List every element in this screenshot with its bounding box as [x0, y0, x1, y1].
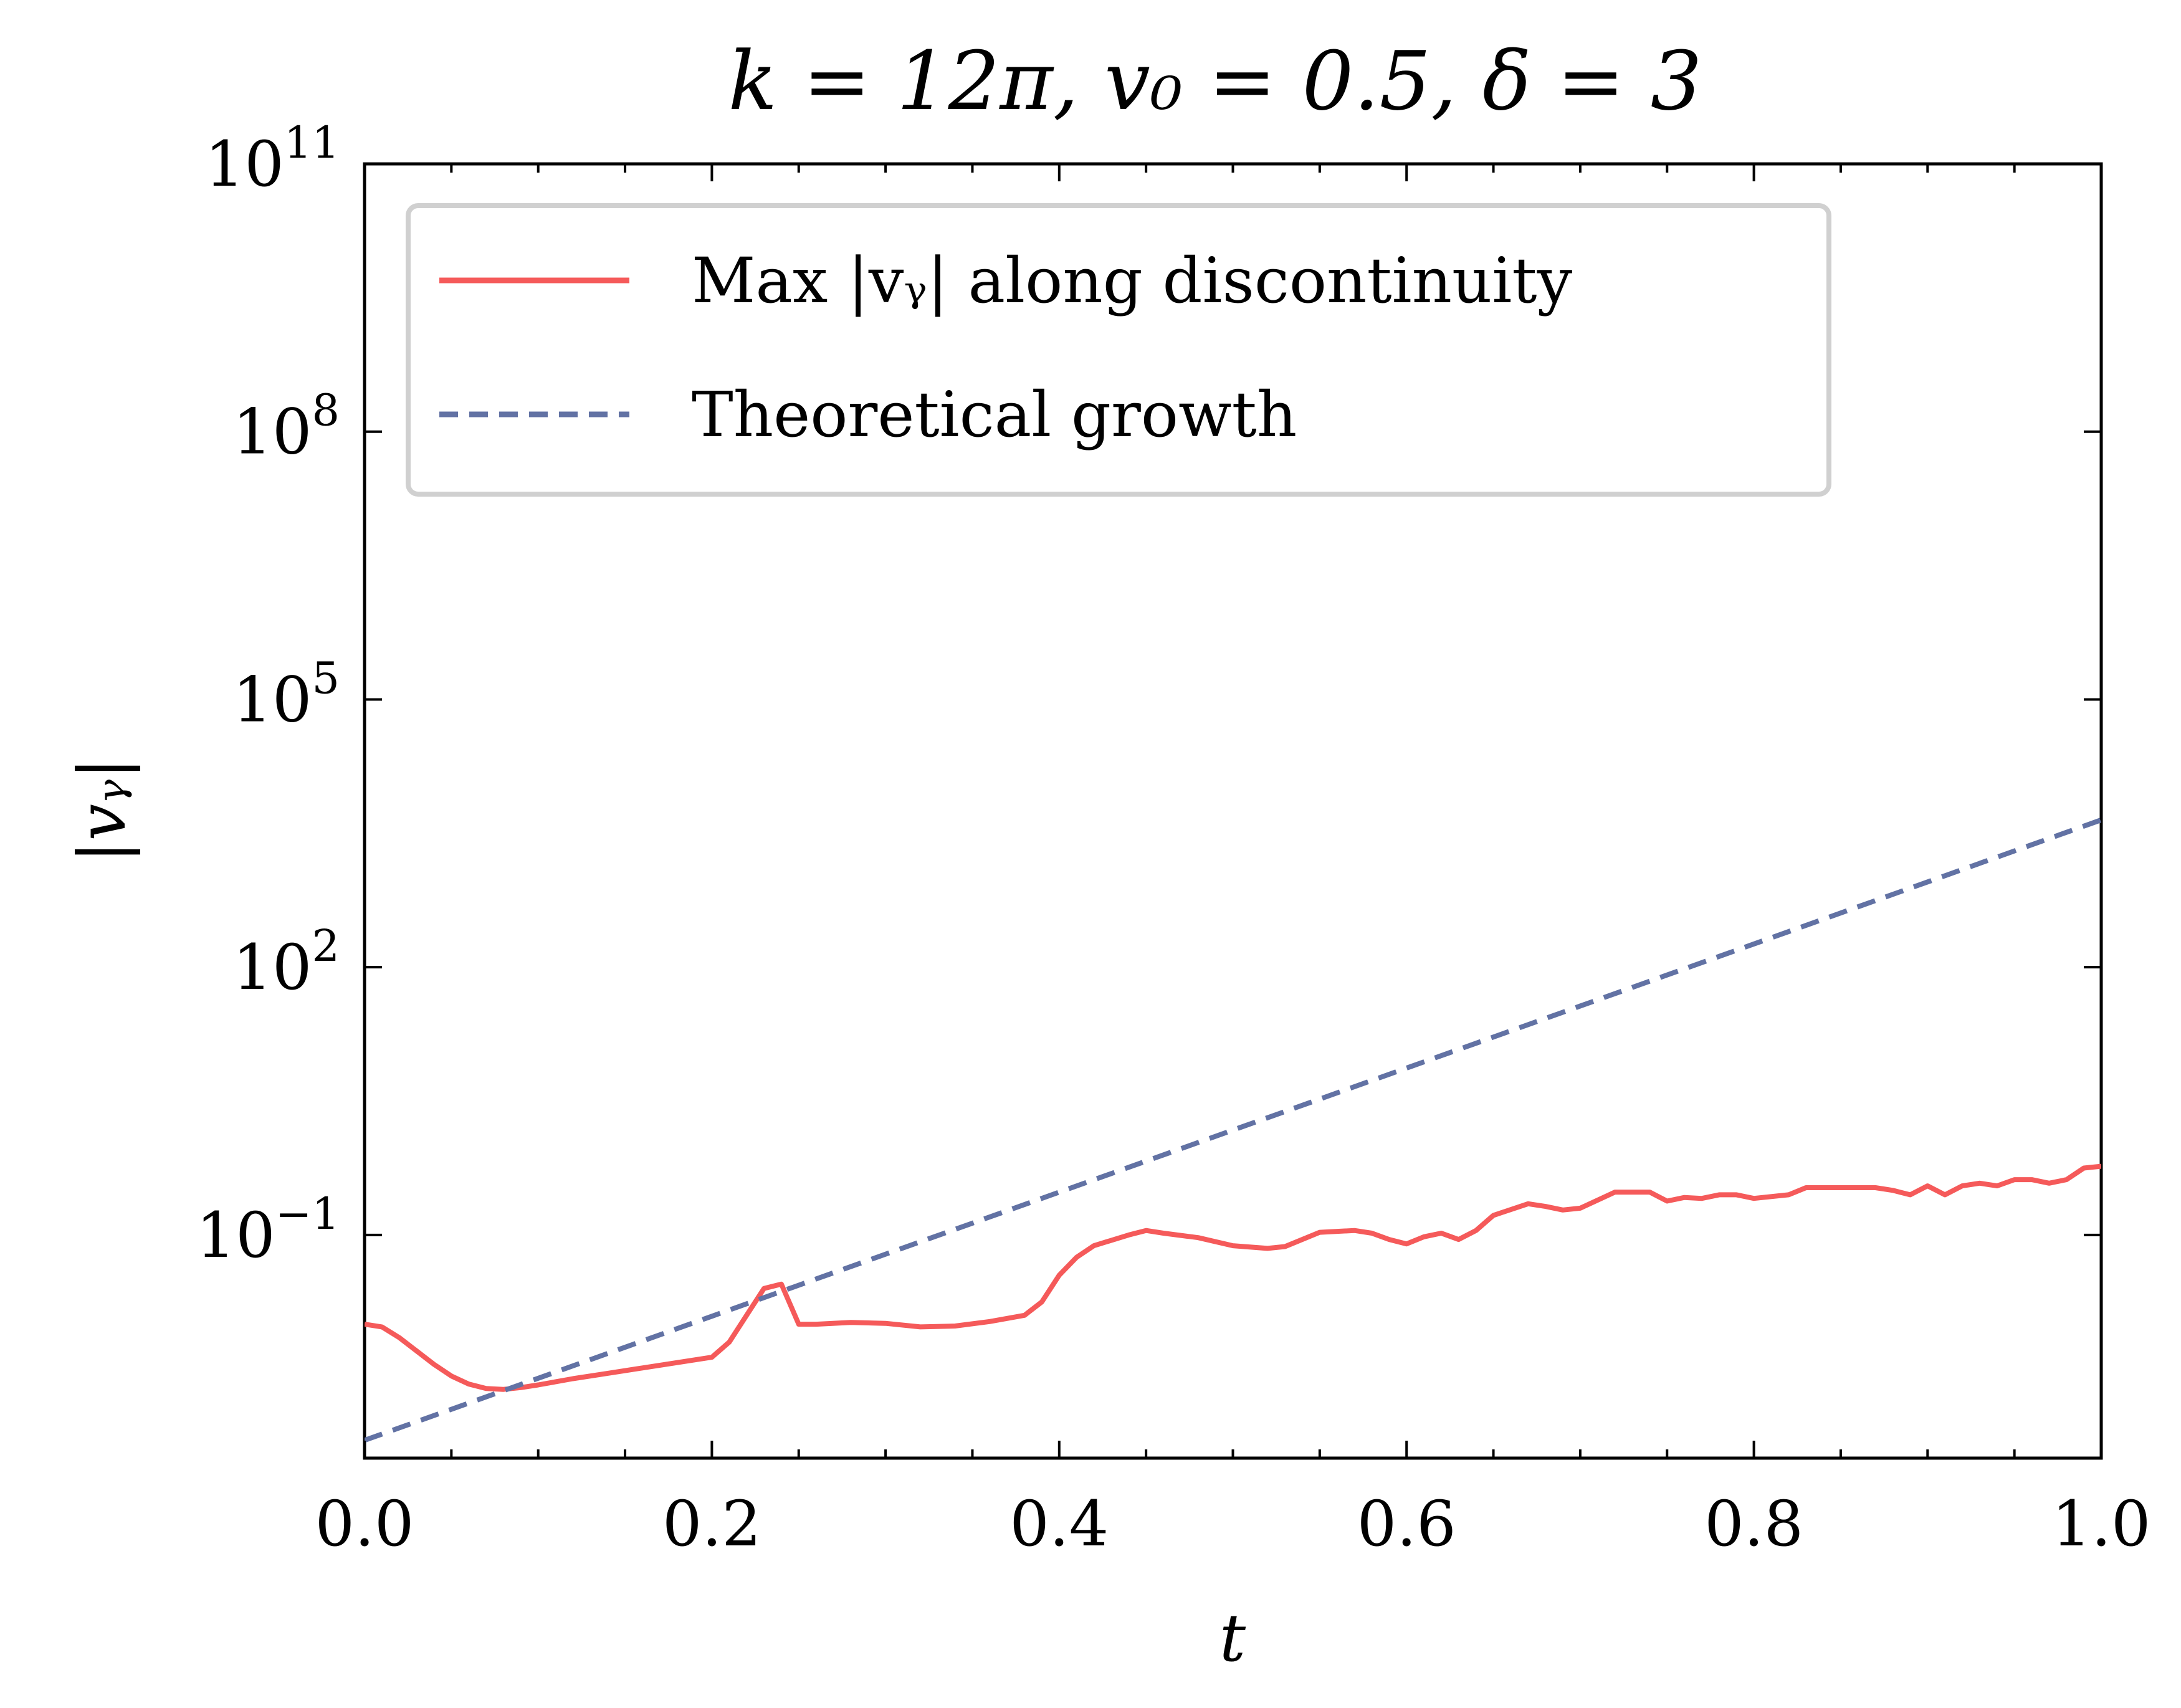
y-axis-label: |vᵧ|: [64, 757, 140, 863]
x-tick-label: 1.0: [2051, 1487, 2150, 1560]
legend: Max |vᵧ| along discontinuity Theoretical…: [406, 203, 1831, 497]
legend-box: [406, 203, 1831, 497]
legend-label-theoretical: Theoretical growth: [692, 378, 1297, 451]
series-line-0: [365, 1163, 2101, 1392]
series-line-1: [365, 818, 2101, 1443]
x-tick-label: 0.4: [1009, 1487, 1109, 1560]
y-tick-label: 102: [232, 920, 340, 1004]
y-tick-label: 10−1: [196, 1188, 340, 1272]
x-tick-label: 0.2: [662, 1487, 761, 1560]
chart-title: k = 12π, v₀ = 0.5, δ = 3: [728, 34, 1702, 128]
x-tick-label: 0.8: [1704, 1487, 1803, 1560]
x-tick-label: 0.0: [315, 1487, 414, 1560]
y-tick-label: 108: [232, 385, 340, 469]
y-tick-label: 1011: [205, 117, 340, 201]
y-tick-label: 105: [232, 652, 340, 736]
x-axis-label: t: [1219, 1600, 1246, 1676]
legend-label-max-vy: Max |vᵧ| along discontinuity: [692, 244, 1573, 317]
x-tick-label: 0.6: [1357, 1487, 1456, 1560]
